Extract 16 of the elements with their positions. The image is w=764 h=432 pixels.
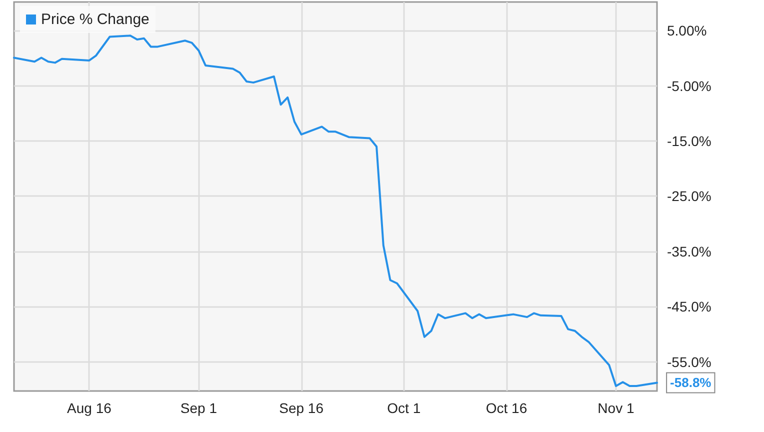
x-tick-label: Oct 1 <box>387 400 421 416</box>
x-tick-label: Sep 1 <box>180 400 218 416</box>
x-tick-label: Nov 1 <box>598 400 634 416</box>
y-tick-label: -35.0% <box>667 243 712 260</box>
y-tick-label: 5.00% <box>667 22 707 39</box>
y-tick-label: -45.0% <box>667 298 712 315</box>
y-tick-label: -15.0% <box>667 133 712 150</box>
x-tick-label: Sep 16 <box>279 400 324 416</box>
y-tick-label: -5.00% <box>667 78 712 94</box>
y-tick-label: -55.0% <box>667 354 712 370</box>
data-label: -58.8% <box>670 375 712 390</box>
line-series <box>13 34 658 388</box>
legend-label: Price % Change <box>41 11 150 28</box>
y-tick-label: -25.0% <box>667 188 712 204</box>
x-tick-label: Oct 16 <box>486 400 528 416</box>
x-tick-label: Aug 16 <box>67 400 112 416</box>
